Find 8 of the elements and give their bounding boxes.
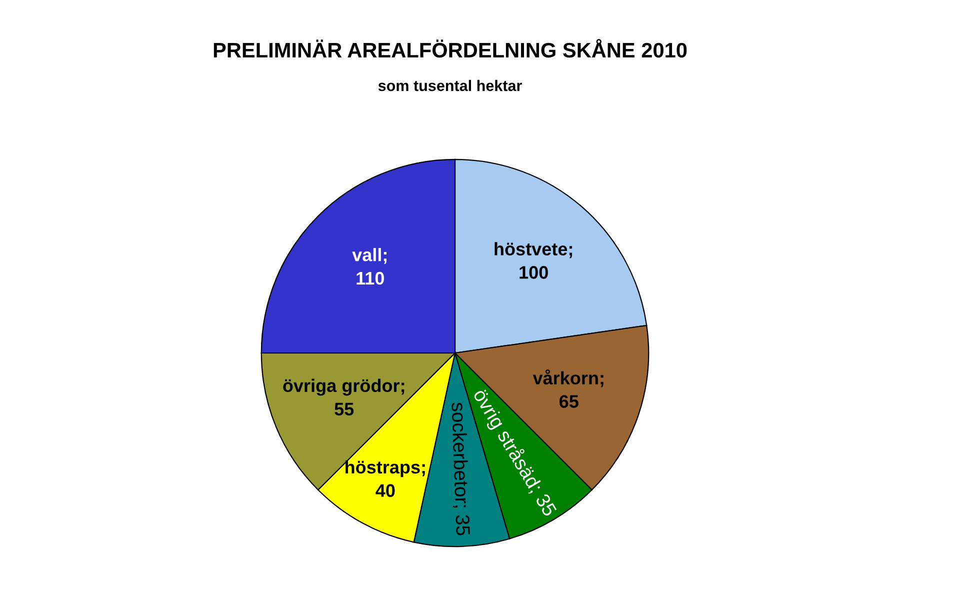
slice-label: sockerbetor; 35 <box>449 402 471 536</box>
slice-label: vårkorn; 65 <box>532 369 604 408</box>
slice-label: vall; 110 <box>352 248 386 285</box>
chart-title: PRELIMINÄR AREALFÖRDELNING SKÅNE 2010 <box>214 38 687 58</box>
chart-subtitle: som tusental hektar <box>378 80 522 92</box>
slice-label: övriga grödor; 55 <box>283 378 404 416</box>
slice-label: höstraps; 40 <box>346 460 425 497</box>
slice-label: höstvete; 100 <box>494 242 572 279</box>
